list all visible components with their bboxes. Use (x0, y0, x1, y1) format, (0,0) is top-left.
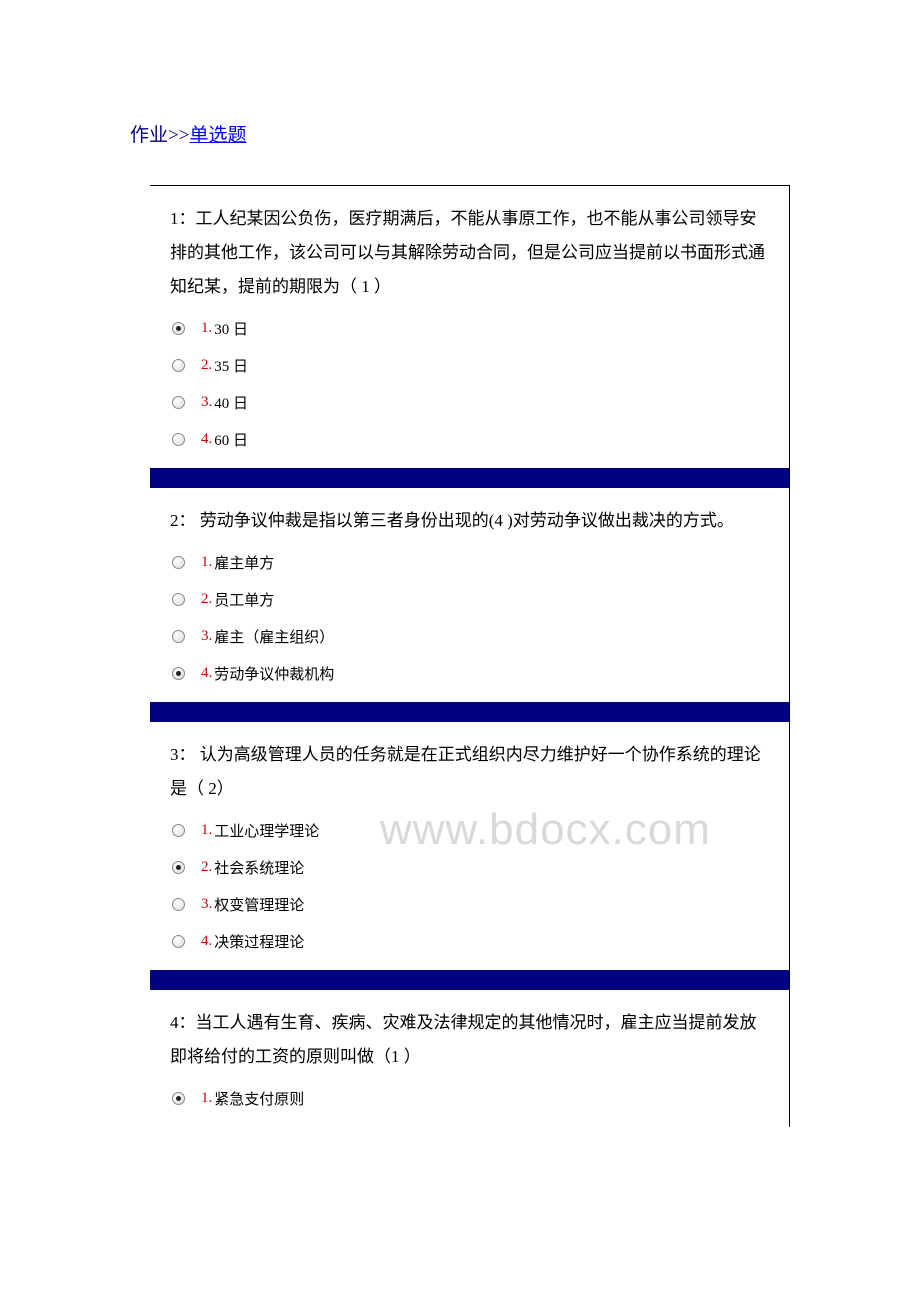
option-num: 2. (201, 591, 212, 608)
option-text: 决策过程理论 (214, 931, 304, 952)
radio-icon[interactable] (172, 861, 185, 874)
option-num: 3. (201, 394, 212, 411)
radio-icon[interactable] (172, 898, 185, 911)
option-row[interactable]: 2. 35 日 (172, 347, 769, 384)
radio-icon[interactable] (172, 667, 185, 680)
option-row[interactable]: 2. 员工单方 (172, 581, 769, 618)
option-text: 紧急支付原则 (214, 1088, 304, 1109)
option-num: 3. (201, 628, 212, 645)
option-row[interactable]: 4. 60 日 (172, 421, 769, 458)
breadcrumb-prefix: 作业>> (130, 125, 189, 146)
radio-icon[interactable] (172, 935, 185, 948)
option-text: 30 日 (214, 318, 248, 339)
radio-icon[interactable] (172, 396, 185, 409)
option-row[interactable]: 3. 40 日 (172, 384, 769, 421)
breadcrumb-link[interactable]: 单选题 (189, 125, 246, 146)
question-block: 3： 认为高级管理人员的任务就是在正式组织内尽力维护好一个协作系统的理论是（ 2… (150, 722, 789, 970)
question-block: 1：工人纪某因公负伤，医疗期满后，不能从事原工作，也不能从事公司领导安排的其他工… (150, 186, 789, 468)
divider (150, 702, 789, 722)
option-row[interactable]: 1. 紧急支付原则 (172, 1080, 769, 1117)
question-text: 1：工人纪某因公负伤，医疗期满后，不能从事原工作，也不能从事公司领导安排的其他工… (170, 202, 769, 304)
radio-icon[interactable] (172, 593, 185, 606)
option-text: 40 日 (214, 392, 248, 413)
breadcrumb: 作业>>单选题 (130, 120, 790, 147)
option-num: 2. (201, 357, 212, 374)
option-text: 35 日 (214, 355, 248, 376)
radio-icon[interactable] (172, 322, 185, 335)
option-row[interactable]: 2. 社会系统理论 (172, 849, 769, 886)
question-text: 3： 认为高级管理人员的任务就是在正式组织内尽力维护好一个协作系统的理论是（ 2… (170, 738, 769, 806)
question-block: 4：当工人遇有生育、疾病、灾难及法律规定的其他情况时，雇主应当提前发放即将给付的… (150, 990, 789, 1127)
radio-icon[interactable] (172, 359, 185, 372)
radio-icon[interactable] (172, 630, 185, 643)
question-text: 2： 劳动争议仲裁是指以第三者身份出现的(4 )对劳动争议做出裁决的方式。 (170, 504, 769, 538)
option-text: 工业心理学理论 (214, 820, 319, 841)
question-block: 2： 劳动争议仲裁是指以第三者身份出现的(4 )对劳动争议做出裁决的方式。 1.… (150, 488, 789, 702)
option-row[interactable]: 1. 工业心理学理论 (172, 812, 769, 849)
content-box: 1：工人纪某因公负伤，医疗期满后，不能从事原工作，也不能从事公司领导安排的其他工… (150, 185, 790, 1127)
option-num: 4. (201, 933, 212, 950)
option-text: 社会系统理论 (214, 857, 304, 878)
option-num: 3. (201, 896, 212, 913)
option-row[interactable]: 3. 权变管理理论 (172, 886, 769, 923)
option-num: 1. (201, 554, 212, 571)
divider (150, 970, 789, 990)
option-row[interactable]: 1. 雇主单方 (172, 544, 769, 581)
option-text: 雇主单方 (214, 552, 274, 573)
option-row[interactable]: 4. 决策过程理论 (172, 923, 769, 960)
option-text: 劳动争议仲裁机构 (214, 663, 334, 684)
option-text: 权变管理理论 (214, 894, 304, 915)
option-text: 雇主（雇主组织） (214, 626, 334, 647)
radio-icon[interactable] (172, 433, 185, 446)
question-text: 4：当工人遇有生育、疾病、灾难及法律规定的其他情况时，雇主应当提前发放即将给付的… (170, 1006, 769, 1074)
radio-icon[interactable] (172, 824, 185, 837)
option-num: 2. (201, 859, 212, 876)
radio-icon[interactable] (172, 1092, 185, 1105)
option-num: 1. (201, 320, 212, 337)
option-num: 4. (201, 665, 212, 682)
option-num: 4. (201, 431, 212, 448)
option-num: 1. (201, 822, 212, 839)
option-text: 员工单方 (214, 589, 274, 610)
option-row[interactable]: 1. 30 日 (172, 310, 769, 347)
divider (150, 468, 789, 488)
option-row[interactable]: 3. 雇主（雇主组织） (172, 618, 769, 655)
option-num: 1. (201, 1090, 212, 1107)
radio-icon[interactable] (172, 556, 185, 569)
option-text: 60 日 (214, 429, 248, 450)
option-row[interactable]: 4. 劳动争议仲裁机构 (172, 655, 769, 692)
